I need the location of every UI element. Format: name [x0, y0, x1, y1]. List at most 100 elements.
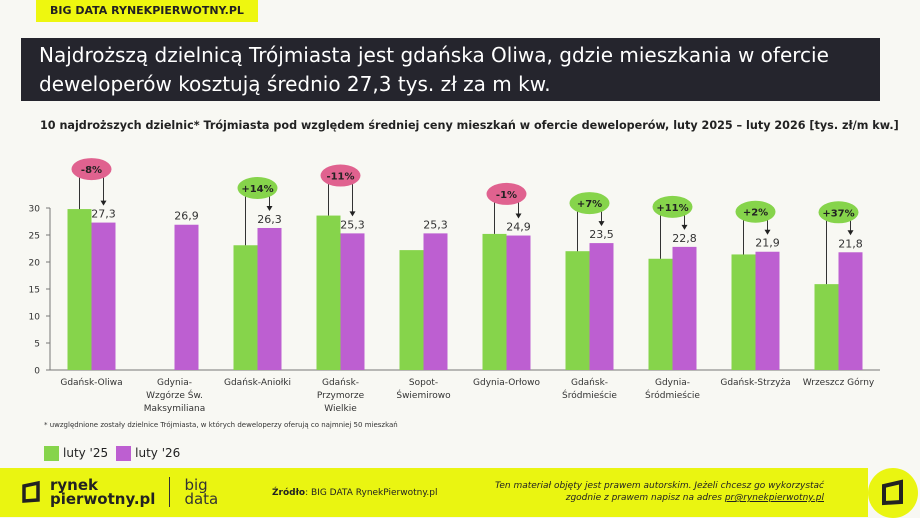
bar-luty-25: [731, 254, 756, 370]
copyright-line: zgodnie z prawem napisz na adres: [565, 493, 725, 503]
data-label: 25,3: [340, 218, 365, 231]
bar-chart: 0 5 10 15 20 25 30 27,3 Gdańsk-Oliwa -8% 26,9 Gdyni…: [29, 158, 880, 414]
bar-luty-25: [399, 250, 424, 370]
change-badge: [735, 200, 776, 223]
bar-luty-25: [565, 251, 590, 370]
x-tick-label: Świemirowo: [396, 389, 451, 401]
logo-text: pierwotny.pl: [50, 490, 156, 508]
bar-luty-25: [482, 233, 507, 370]
data-label: 21,8: [838, 237, 863, 250]
email-link[interactable]: pr@rynekpierwotny.pl: [724, 493, 824, 503]
y-tick-label: 5: [34, 340, 40, 350]
arrow-down-icon: [847, 230, 854, 236]
bar-luty-26: [838, 252, 863, 370]
x-tick-label: Gdańsk-: [322, 378, 359, 388]
bar-luty-26: [91, 222, 116, 370]
bar-luty-25: [648, 258, 673, 370]
legend-item-2026: luty '26: [116, 446, 180, 461]
y-tick-label: 30: [29, 205, 41, 215]
arrow-down-icon: [266, 205, 273, 211]
change-badge: [320, 164, 361, 187]
change-badge-label: +2%: [743, 208, 768, 219]
x-tick-label: Wzgórze Św.: [146, 389, 203, 401]
y-tick-label: 25: [29, 232, 40, 242]
chart-title: 10 najdroższych dzielnic* Trójmiasta pod…: [40, 119, 899, 132]
legend: luty '25 luty '26: [44, 446, 180, 461]
x-tick-label: Gdańsk-Oliwa: [60, 378, 122, 388]
legend-item-2025: luty '25: [44, 446, 108, 461]
arrow-down-icon: [515, 213, 522, 219]
arrow-down-icon: [598, 221, 605, 227]
x-tick-label: Gdańsk-: [571, 378, 608, 388]
arrow-down-icon: [100, 200, 107, 206]
bar-luty-26: [589, 243, 614, 370]
data-label: 26,9: [174, 210, 199, 223]
y-tick-label: 20: [29, 259, 41, 269]
footnote: * uwzględnione zostały dzielnice Trójmia…: [44, 421, 398, 429]
logo-text: data: [184, 490, 219, 508]
x-tick-label: Śródmieście: [645, 389, 700, 401]
x-tick-label: Gdynia-: [655, 378, 690, 388]
change-badge-label: -1%: [496, 190, 517, 201]
x-tick-label: Wielkie: [324, 404, 357, 414]
page-title: Najdroższą dzielnicą Trójmiasta jest gda…: [21, 38, 880, 101]
data-label: 21,9: [755, 237, 780, 250]
data-label: 25,3: [423, 218, 448, 231]
x-tick-label: Gdynia-Orłowo: [473, 378, 540, 388]
x-tick-label: Gdańsk-Aniołki: [224, 378, 291, 388]
change-badge: [818, 201, 859, 224]
x-tick-label: Przymorze: [317, 391, 365, 401]
bar-luty-26: [672, 246, 697, 370]
legend-swatch: [116, 446, 132, 461]
change-badge: [569, 192, 610, 215]
x-tick-label: Gdańsk-Strzyża: [720, 378, 790, 388]
x-tick-label: Wrzeszcz Górny: [803, 377, 875, 388]
change-badge-label: -8%: [81, 165, 102, 176]
x-tick-label: Gdynia-: [157, 378, 192, 388]
y-tick-label: 15: [29, 286, 40, 296]
change-badge-label: +7%: [577, 199, 602, 210]
footer: rynek pierwotny.pl big data Źródło: BIG DA…: [0, 468, 868, 517]
data-label: 24,9: [506, 221, 531, 234]
x-tick-label: Maksymiliana: [144, 404, 206, 414]
bar-luty-26: [423, 233, 448, 370]
data-label: 26,3: [257, 213, 282, 226]
copyright: Ten materiał objęty jest prawem autorski…: [495, 480, 824, 504]
logo: rynek pierwotny.pl big data: [20, 477, 218, 507]
arrow-down-icon: [349, 211, 356, 217]
source-label: Źródło: [272, 488, 306, 498]
arrow-down-icon: [681, 224, 688, 230]
change-badge-label: +14%: [241, 184, 273, 195]
data-label: 22,8: [672, 232, 697, 245]
y-tick-label: 0: [34, 367, 40, 377]
source: Źródło: BIG DATA RynekPierwotny.pl: [272, 488, 437, 498]
copyright-line: Ten materiał objęty jest prawem autorski…: [494, 481, 824, 491]
y-tick-label: 10: [29, 313, 41, 323]
legend-label: luty '26: [135, 446, 181, 460]
bar-luty-26: [257, 227, 282, 370]
bar-luty-25: [814, 284, 839, 370]
change-badge: [652, 195, 693, 218]
brand-tag: BIG DATA RYNEKPIERWOTNY.PL: [36, 0, 258, 22]
logo-icon: [882, 479, 903, 506]
data-label: 23,5: [589, 228, 614, 241]
x-tick-label: Śródmieście: [562, 389, 617, 401]
bar-luty-26: [506, 235, 531, 370]
legend-swatch: [44, 446, 59, 461]
change-badge: [486, 182, 527, 205]
change-badge: [71, 158, 112, 181]
arrow-down-icon: [764, 229, 771, 235]
bar-luty-26: [174, 224, 199, 370]
bar-luty-25: [316, 215, 341, 370]
change-badge-label: +11%: [656, 203, 688, 214]
change-badge-label: -11%: [326, 172, 354, 183]
bar-luty-25: [233, 245, 258, 370]
bar-luty-25: [67, 209, 92, 370]
data-label: 27,3: [91, 208, 116, 221]
bar-luty-26: [340, 233, 365, 370]
change-badge: [237, 176, 278, 199]
source-value: : BIG DATA RynekPierwotny.pl: [305, 488, 438, 498]
logo-text: big: [184, 476, 208, 494]
x-tick-label: Sopot-: [409, 378, 438, 388]
brand-circle: [868, 468, 918, 518]
